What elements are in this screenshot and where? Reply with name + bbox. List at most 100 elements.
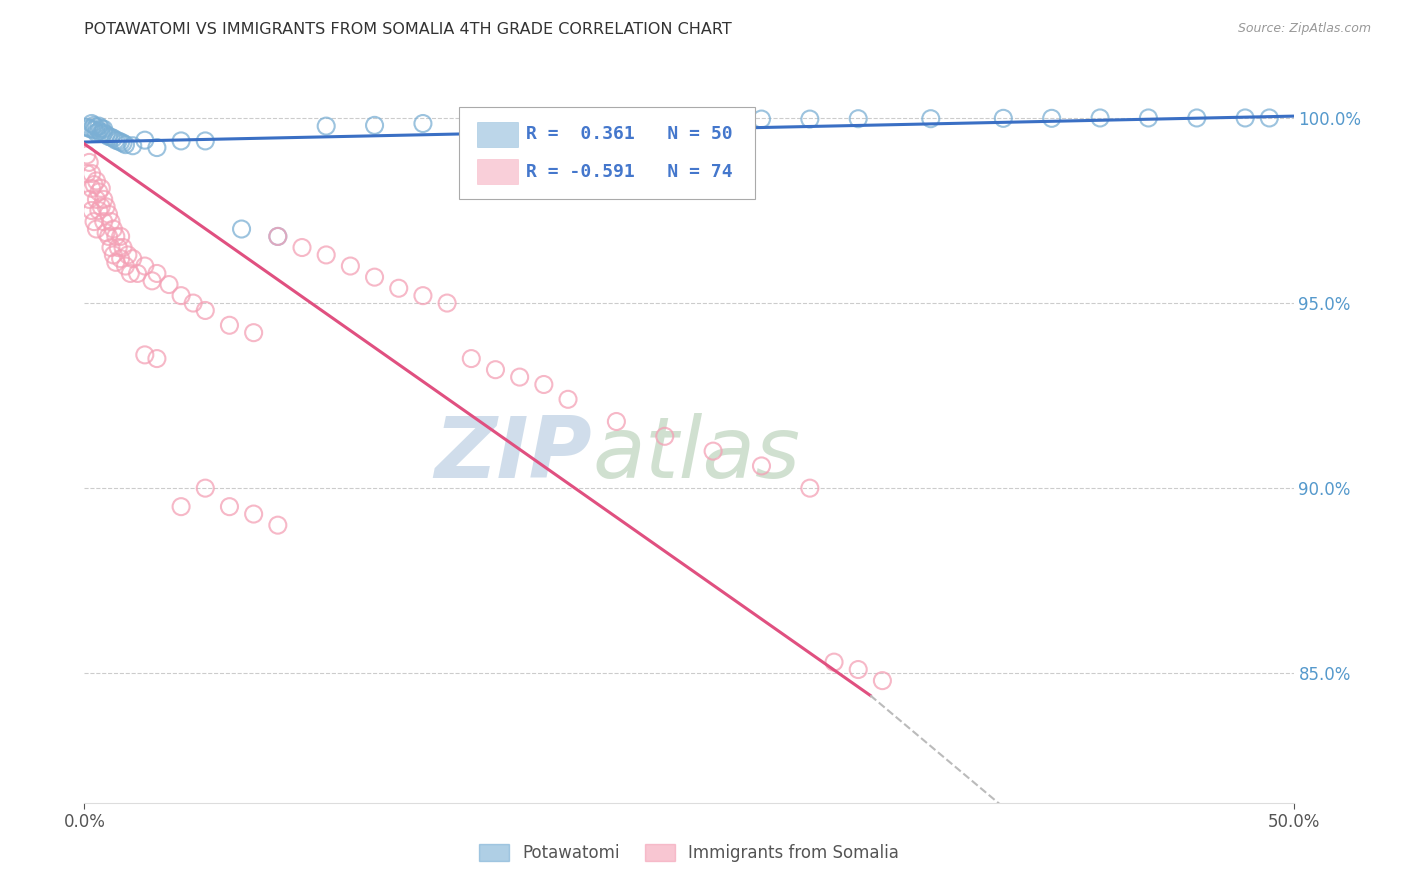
Point [533,377,555,392]
Point [702,444,724,458]
Point [872,673,894,688]
Point [846,663,869,677]
Point [107,240,129,254]
Point [112,136,135,150]
Point [170,134,193,148]
Text: R =  0.361   N = 50: R = 0.361 N = 50 [526,126,733,144]
Point [242,507,264,521]
Point [146,267,169,281]
Point [100,130,122,145]
Point [141,274,163,288]
Point [83,123,105,137]
Point [339,259,361,273]
Point [77,155,100,169]
Point [157,277,180,292]
Text: POTAWATOMI VS IMMIGRANTS FROM SOMALIA 4TH GRADE CORRELATION CHART: POTAWATOMI VS IMMIGRANTS FROM SOMALIA 4T… [84,22,733,37]
Point [146,140,169,154]
Point [80,122,103,136]
FancyBboxPatch shape [460,107,755,200]
Point [107,134,129,148]
Point [83,178,105,192]
Point [94,226,117,240]
Point [654,112,676,127]
Point [557,114,579,128]
Point [1040,112,1063,126]
Point [93,126,115,140]
Point [103,248,125,262]
Point [97,229,120,244]
Point [267,229,290,244]
Point [1185,111,1208,125]
Point [654,429,676,443]
Point [146,351,169,366]
Point [605,113,627,128]
Point [751,458,773,473]
Point [87,185,110,199]
FancyBboxPatch shape [478,160,519,185]
Point [103,222,125,236]
Point [86,174,108,188]
Point [76,120,98,135]
Point [87,203,110,218]
Point [460,115,482,129]
Point [557,392,579,407]
Point [121,138,143,153]
Point [117,248,139,262]
Point [100,214,122,228]
Point [93,193,115,207]
Point [509,114,531,128]
Point [484,362,506,376]
Point [1088,111,1111,125]
Point [110,135,132,149]
Point [114,259,136,273]
Point [1137,111,1160,125]
Point [80,203,103,218]
Point [121,252,143,266]
Text: Source: ZipAtlas.com: Source: ZipAtlas.com [1237,22,1371,36]
Point [94,200,117,214]
Point [363,119,385,133]
Point [110,229,132,244]
Point [315,248,337,262]
Point [93,214,115,228]
Point [242,326,264,340]
Point [846,112,869,126]
Point [436,296,458,310]
Point [702,112,724,127]
Point [194,481,217,495]
Point [86,193,108,207]
Point [218,318,240,333]
Point [363,270,385,285]
Point [181,296,204,310]
Point [315,119,337,133]
Point [97,129,120,144]
Point [104,229,127,244]
Point [920,112,942,126]
Point [90,181,112,195]
Point [114,137,136,152]
Point [267,518,290,533]
Point [112,240,135,254]
Point [94,128,117,142]
Text: R = -0.591   N = 74: R = -0.591 N = 74 [526,163,733,181]
Text: atlas: atlas [592,413,800,496]
Point [86,120,108,135]
Point [104,133,127,147]
Point [104,255,127,269]
Point [80,181,103,195]
Point [93,122,115,136]
Point [823,655,845,669]
Point [76,166,98,180]
Point [100,240,122,254]
Point [83,119,105,133]
Point [90,200,112,214]
Point [412,288,434,302]
Point [194,134,217,148]
Point [799,481,821,495]
Point [993,112,1015,126]
Point [412,116,434,130]
FancyBboxPatch shape [478,122,519,147]
Point [77,121,100,136]
Point [134,133,156,147]
Point [77,193,100,207]
